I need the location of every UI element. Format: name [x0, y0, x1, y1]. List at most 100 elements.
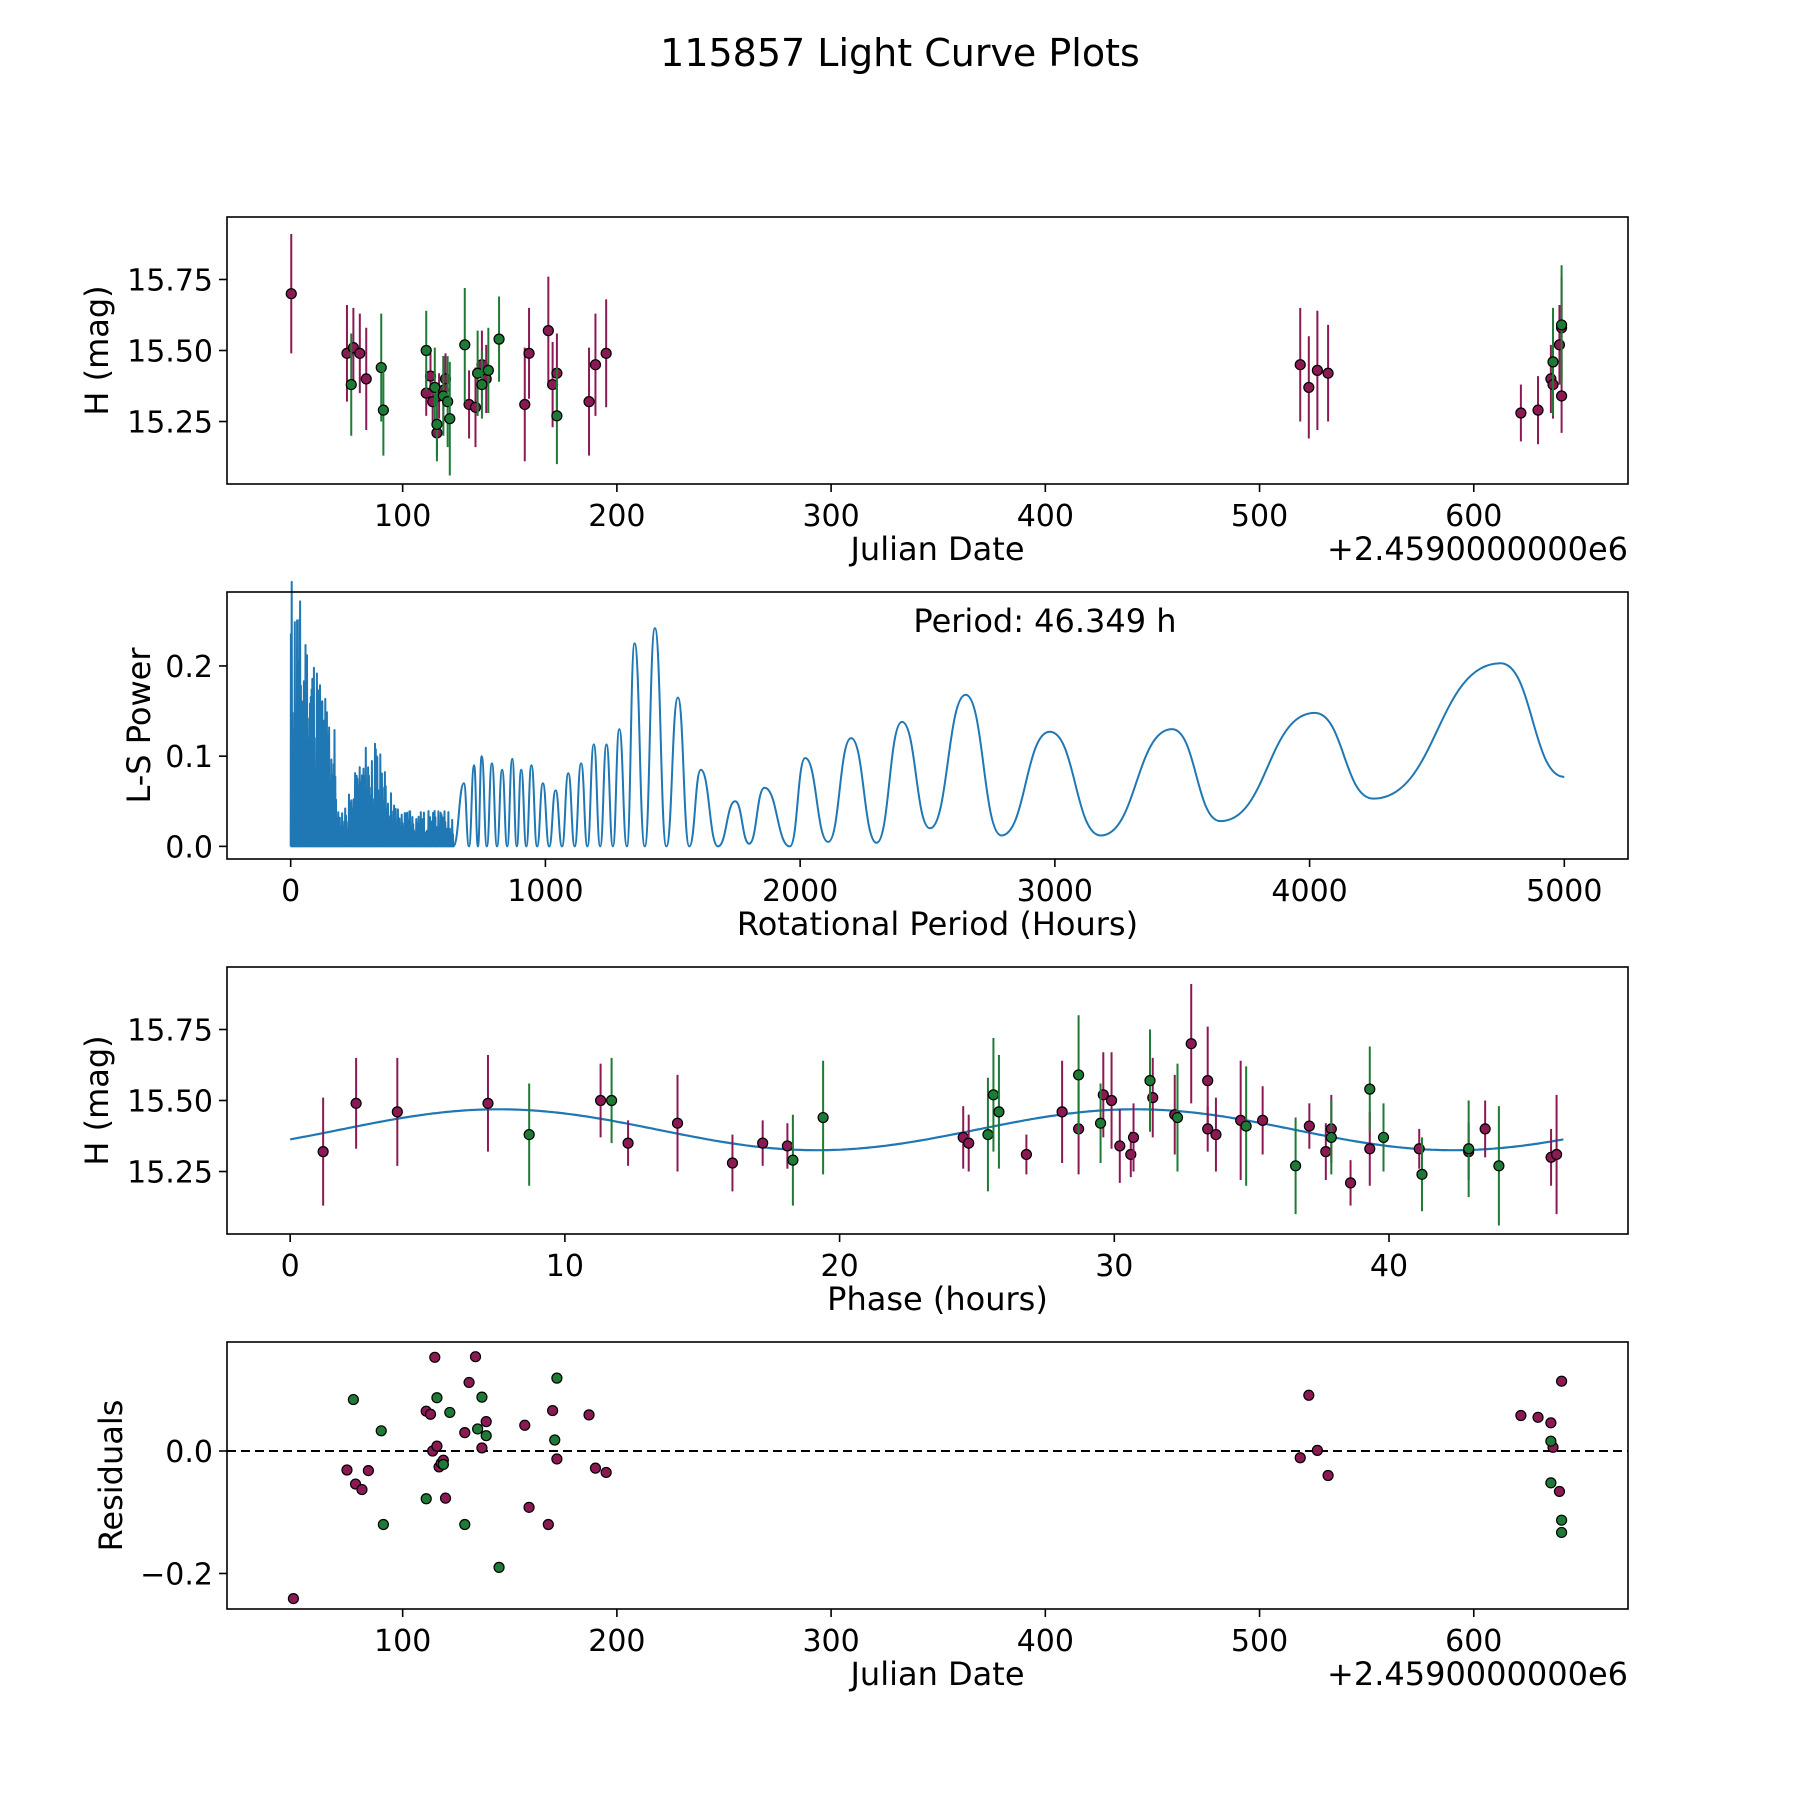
primary-data-point: [356, 1483, 368, 1496]
periodogram-xtick-label: 4000: [1271, 874, 1347, 909]
primary-data-point: [1020, 1148, 1032, 1161]
period-annotation: Period: 46.349 h: [913, 602, 1176, 640]
panel-phased: Phase (hours) H (mag) 0 10 20 30 40 15.25 15.5…: [78, 966, 1629, 1318]
secondary-data-point: [551, 410, 563, 422]
primary-data-point: [1105, 1094, 1118, 1107]
secondary-data-point: [493, 1561, 505, 1573]
secondary-data-point: [444, 1406, 456, 1419]
secondary-data-point: [459, 339, 471, 351]
primary-data-point: [431, 1440, 443, 1452]
secondary-data-point: [1416, 1168, 1428, 1180]
primary-data-point: [583, 1409, 595, 1421]
primary-data-point: [523, 347, 535, 359]
primary-data-point: [551, 1453, 563, 1465]
phased-xlabel: Phase (hours): [827, 1280, 1048, 1318]
primary-data-point: [1320, 1146, 1332, 1158]
secondary-data-point: [982, 1128, 994, 1141]
residuals-offset-text: +2.4590000000e6: [1327, 1655, 1628, 1693]
primary-data-point: [589, 1462, 602, 1474]
primary-data-point: [350, 1097, 362, 1109]
primary-data-point: [1257, 1114, 1269, 1126]
periodogram-xtick-label: 5000: [1526, 874, 1602, 909]
lightcurve-xtick-label: 100: [374, 499, 431, 534]
residuals-plot-area: 100 200 300 400 500 600 −0.2 0.0: [140, 1341, 1629, 1659]
model-fit-curve: [289, 1108, 1564, 1152]
primary-data-point: [1515, 407, 1527, 419]
secondary-data-point: [549, 1434, 561, 1446]
secondary-data-point: [993, 1106, 1005, 1118]
primary-data-point: [362, 1465, 374, 1477]
primary-data-point: [1202, 1075, 1214, 1087]
residuals-xtick-label: 100: [374, 1624, 431, 1659]
phased-ytick-label: 15.50: [127, 1085, 213, 1120]
residuals-xtick-label: 200: [588, 1624, 645, 1659]
residuals-xtick-label: 500: [1231, 1624, 1288, 1659]
secondary-data-point: [431, 1392, 443, 1404]
secondary-data-point: [444, 413, 456, 425]
primary-data-point: [1555, 390, 1568, 402]
primary-data-point: [463, 1376, 475, 1389]
ls-power-curve: [289, 580, 1565, 848]
residuals-xtick-label: 300: [802, 1624, 859, 1659]
primary-data-point: [424, 1408, 437, 1420]
primary-data-point: [480, 1416, 492, 1428]
phased-xtick-label: 20: [821, 1249, 859, 1284]
residuals-ylabel: Residuals: [92, 1400, 130, 1552]
primary-data-point: [1303, 381, 1315, 394]
periodogram-plot-area: 0 1000 2000 3000 4000 5000 0.0 0.1 0.2: [165, 580, 1629, 909]
secondary-data-point: [1555, 319, 1568, 331]
secondary-data-point: [1144, 1075, 1156, 1087]
lightcurve-xtick-label: 500: [1231, 499, 1288, 534]
secondary-data-point: [1240, 1120, 1252, 1132]
primary-data-point: [1555, 1375, 1568, 1387]
lightcurve-xlabel: Julian Date: [848, 530, 1024, 568]
primary-data-point: [1303, 1389, 1315, 1401]
secondary-data-point: [377, 1518, 389, 1531]
phased-plot-area: 0 10 20 30 40 15.25 15.50 15.75: [127, 966, 1629, 1284]
primary-data-point: [1364, 1143, 1376, 1155]
primary-data-point: [600, 1466, 612, 1479]
primary-data-point: [1515, 1409, 1527, 1422]
secondary-data-point: [1555, 1514, 1568, 1526]
primary-data-point: [1114, 1140, 1126, 1152]
primary-data-point: [285, 288, 297, 300]
primary-data-point: [600, 347, 612, 359]
lightcurve-ytick-label: 15.25: [127, 406, 213, 441]
phased-xtick-label: 0: [281, 1249, 300, 1284]
residuals-ytick-label: 0.0: [165, 1435, 213, 1470]
periodogram-xtick-label: 0: [281, 874, 300, 909]
secondary-data-point: [377, 404, 389, 416]
secondary-data-point: [437, 1458, 449, 1471]
primary-data-point: [1210, 1128, 1222, 1141]
primary-data-point: [1202, 1123, 1214, 1135]
primary-data-point: [1553, 339, 1566, 351]
phased-xtick-label: 30: [1095, 1249, 1133, 1284]
lightcurve-xtick-label: 300: [802, 499, 859, 534]
secondary-data-point: [476, 378, 488, 391]
primary-data-point: [476, 1442, 488, 1454]
secondary-data-point: [1171, 1111, 1184, 1124]
primary-data-point: [589, 359, 602, 371]
periodogram-ytick-label: 0.2: [165, 650, 213, 685]
secondary-data-point: [375, 361, 387, 374]
panel-lightcurve: Julian Date H (mag) +2.4590000000e6 100 2…: [78, 216, 1629, 568]
primary-data-point: [542, 1518, 554, 1531]
periodogram-xtick-label: 3000: [1017, 874, 1093, 909]
lightcurve-plot-area: 100 200 300 400 500 600 15.25 15.50 15.75: [127, 216, 1629, 534]
primary-data-point: [726, 1157, 739, 1169]
panel-periodogram: Rotational Period (Hours) L-S Power Peri…: [120, 580, 1629, 943]
secondary-data-point: [459, 1518, 471, 1531]
secondary-data-point: [1545, 1435, 1557, 1447]
lightcurve-offset-text: +2.4590000000e6: [1327, 530, 1628, 568]
secondary-data-point: [787, 1154, 799, 1166]
periodogram-ytick-label: 0.1: [165, 740, 213, 775]
phased-ytick-label: 15.25: [127, 1156, 213, 1191]
residuals-axes-frame: [226, 1341, 1629, 1610]
secondary-data-point: [605, 1094, 618, 1107]
secondary-data-point: [1547, 356, 1559, 368]
phased-ylabel: H (mag): [78, 1035, 116, 1165]
phased-xtick-label: 40: [1370, 1249, 1408, 1284]
primary-data-point: [1303, 1120, 1315, 1132]
primary-data-point: [482, 1097, 494, 1109]
